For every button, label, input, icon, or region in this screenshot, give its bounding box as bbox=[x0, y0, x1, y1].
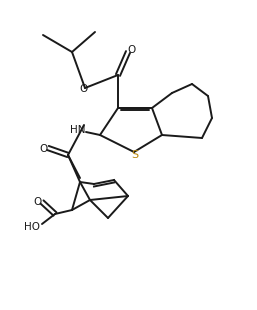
Text: O: O bbox=[128, 45, 136, 55]
Text: HN: HN bbox=[70, 125, 86, 135]
Text: O: O bbox=[39, 144, 47, 154]
Text: HO: HO bbox=[24, 222, 40, 232]
Text: O: O bbox=[80, 84, 88, 94]
Text: S: S bbox=[131, 150, 139, 160]
Text: O: O bbox=[33, 197, 41, 207]
